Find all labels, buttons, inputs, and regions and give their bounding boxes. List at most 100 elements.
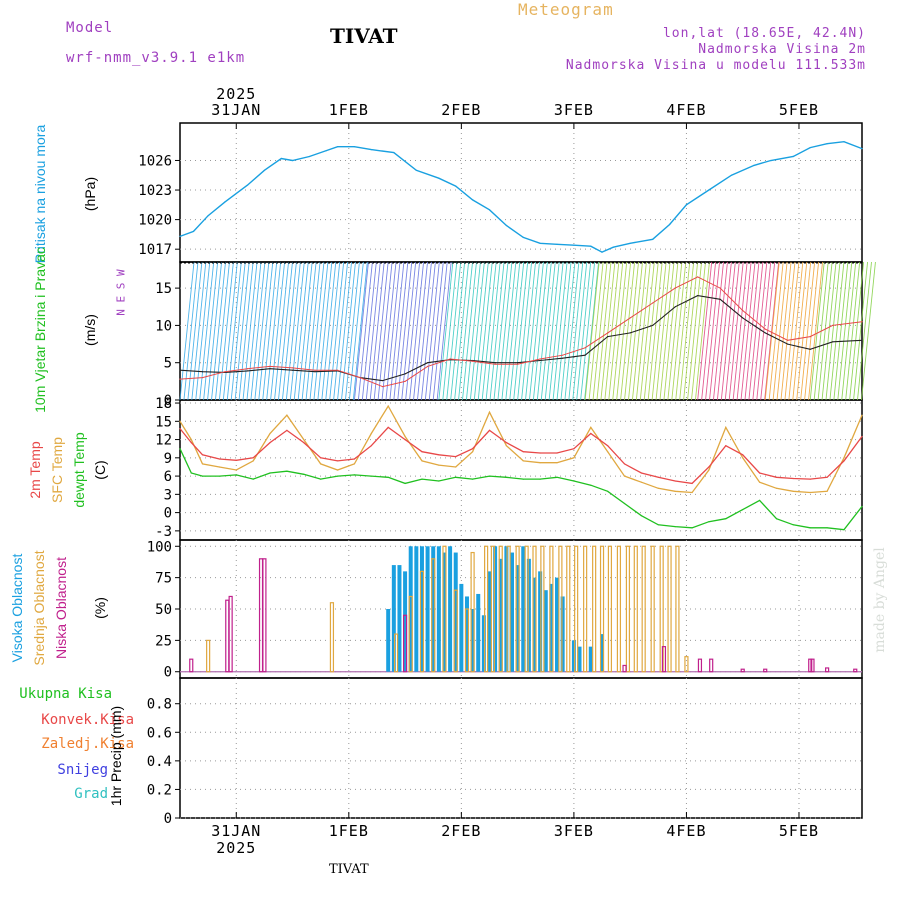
wind-speed-line-pt-20	[629, 332, 631, 334]
barb-0-1505	[348, 261, 364, 401]
temp2m-line-pt-1	[190, 442, 192, 444]
ytick-label-wind-3: 15	[155, 281, 172, 297]
temp2m-line-pt-25	[590, 432, 592, 435]
pressure-line-pt-39	[861, 148, 863, 150]
elevation-label: Nadmorska Visina 2m	[698, 42, 866, 57]
sfc-temp-line-pt-4	[235, 469, 237, 471]
dewpt-line-pt-3	[218, 475, 220, 477]
cloud-bar-0-10	[442, 552, 447, 672]
wind-speed-line-pt-0	[179, 369, 181, 371]
barb-2-3560	[580, 261, 596, 401]
barb-2-3140	[532, 261, 548, 401]
barb-1-2040	[409, 261, 425, 401]
cloud-bar-1-0	[206, 639, 211, 673]
cloud-bar-2-1	[225, 599, 230, 673]
sfc-temp-line-pt-35	[759, 481, 761, 483]
cloud-bar-0-3	[403, 571, 408, 672]
sfc-temp-line-pt-10	[337, 469, 339, 471]
wind-speed-line-pt-17	[562, 357, 564, 359]
barb-0-700	[258, 261, 274, 401]
barb-2-3035	[521, 261, 537, 401]
barb-0-1435	[341, 261, 356, 401]
sfc-temp-line-pt-20	[505, 445, 507, 447]
barb-0-490	[234, 261, 250, 401]
wind-speed-line-pt-14	[494, 362, 496, 364]
cloud-bar-1-26	[616, 545, 622, 673]
sfc-temp-line-pt-8	[303, 439, 305, 441]
barb-1-2110	[417, 261, 432, 401]
wind-gust-line-pt-10	[404, 380, 406, 382]
barb-2-2510	[462, 261, 477, 401]
barb-2-2965	[513, 261, 529, 401]
cloud-bar-1-4	[419, 570, 425, 673]
barb-6-5740	[825, 261, 841, 401]
cloud-bar-0-25	[526, 558, 531, 672]
barb-0-70	[187, 261, 203, 401]
temp2m-line-pt-29	[657, 476, 659, 478]
pressure-line-pt-30	[685, 204, 688, 206]
pressure-line-pt-7	[291, 159, 294, 162]
ytick-label-clouds-1: 25	[155, 633, 172, 649]
barb-1-2250	[432, 261, 448, 401]
wind-speed-line-pt-22	[674, 306, 676, 308]
wind-gust-line-pt-12	[449, 358, 451, 360]
barb-4-5020	[744, 261, 760, 401]
barb-3-3740	[600, 261, 616, 401]
cloud-bar-1-1	[329, 602, 335, 673]
ytick-label-clouds-4: 100	[147, 539, 172, 555]
ytick-label-temperature-3: 6	[164, 469, 172, 485]
barb-3-3810	[608, 261, 624, 401]
barb-5-5235	[768, 261, 784, 401]
barb-0-840	[274, 261, 289, 401]
barb-0-805	[270, 261, 286, 401]
dewpt-line-pt-34	[742, 509, 744, 511]
barb-6-5600	[809, 261, 825, 401]
cloud-bar-2-0	[189, 658, 194, 673]
pressure-line-pt-3	[224, 201, 226, 203]
barb-2-3490	[572, 261, 588, 401]
barb-6-5705	[821, 261, 837, 401]
temp2m-line-pt-39	[826, 476, 828, 478]
barb-2-2650	[477, 261, 493, 401]
pressure-line-pt-17	[472, 199, 474, 201]
cloud-bar-1-12	[498, 545, 503, 673]
ytick-label-clouds-0: 0	[164, 665, 172, 681]
temp2m-line-pt-33	[725, 445, 727, 447]
barb-2-2930	[509, 261, 525, 401]
pressure-line-pt-13	[393, 152, 395, 154]
temp2m-line-pt-37	[792, 477, 794, 480]
barb-4-4705	[709, 261, 724, 401]
pressure-line-pt-22	[556, 243, 558, 245]
dewpt-line-pt-15	[421, 478, 423, 480]
barb-3-4370	[671, 261, 687, 401]
barb-3-4510	[687, 261, 703, 401]
wind-speed-line-pt-10	[404, 373, 406, 375]
cloud-bar-1-6	[442, 545, 447, 673]
barb-4-4775	[716, 261, 732, 401]
cloud-bar-0-27	[538, 571, 543, 672]
barb-0-735	[262, 261, 278, 401]
pressure-line-pt-9	[325, 150, 327, 152]
temp2m-line-pt-3	[218, 458, 220, 460]
dewpt-line-pt-0	[179, 448, 181, 450]
cloud-bar-0-15	[470, 609, 475, 672]
temp2m-line-pt-36	[775, 476, 778, 478]
temp2m-line-pt-16	[438, 454, 440, 456]
barb-2-2790	[493, 261, 509, 401]
temp2m-line-pt-18	[472, 448, 474, 450]
cloud-bar-0-9	[436, 546, 441, 672]
cloud-bar-0-2	[397, 565, 402, 672]
cloud-bar-0-1	[391, 565, 396, 672]
barb-0-1260	[321, 261, 337, 401]
barb-0-1120	[305, 261, 321, 401]
pressure-line-pt-24	[590, 245, 592, 247]
cloud-bar-0-0	[386, 609, 391, 672]
cloud-bar-0-31	[560, 596, 565, 672]
barb-0-0	[179, 261, 195, 401]
wind-speed-line-pt-6	[314, 371, 316, 373]
barb-6-5950	[849, 261, 865, 401]
temp2m-line-pt-22	[539, 452, 541, 454]
barb-0-1225	[317, 261, 333, 401]
barb-2-3315	[552, 261, 568, 401]
barb-5-5375	[784, 261, 800, 401]
